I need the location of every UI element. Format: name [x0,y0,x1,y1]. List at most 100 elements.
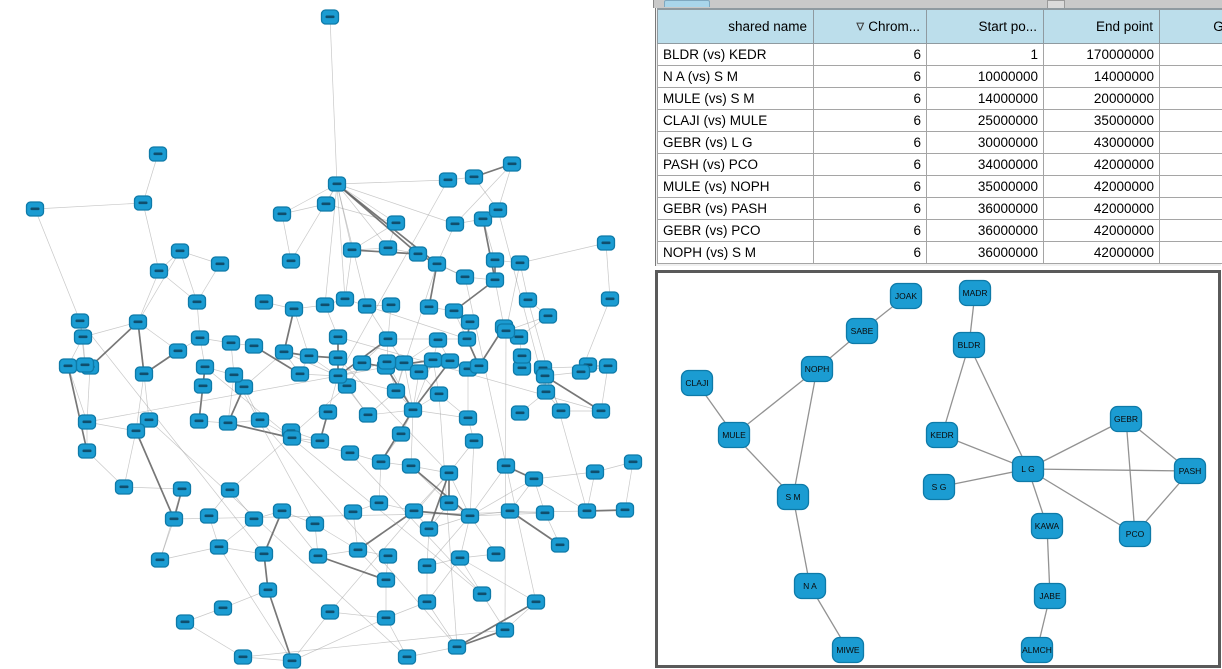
cell-value[interactable]: 1 [926,43,1044,66]
cell-value[interactable]: 42000000 [1043,241,1160,264]
cell-value[interactable]: 6.6 [1159,65,1222,88]
network-edge[interactable] [733,368,818,436]
cell-value[interactable]: 8.9 [1159,197,1222,220]
cell-value[interactable]: 34000000 [926,153,1044,176]
node-SABE[interactable] [845,317,879,345]
node-GEBR[interactable] [1109,405,1143,433]
cell-shared-name[interactable]: CLAJI (vs) MULE [657,109,814,132]
cell-value[interactable]: 42000000 [1043,197,1160,220]
table-row[interactable]: MULE (vs) NOPH6350000004200000010.5 [657,175,1222,198]
node-LG[interactable] [1011,455,1045,483]
table-row[interactable]: NOPH (vs) S M636000000420000009.9 [657,241,1222,264]
node-NA[interactable] [793,572,827,600]
cell-shared-name[interactable]: GEBR (vs) L G [657,131,814,154]
cell-value[interactable]: 6 [813,131,927,154]
cell-value[interactable]: 6 [813,241,927,264]
network-edge [67,365,88,423]
node-SM[interactable] [776,483,810,511]
node-PASH[interactable] [1173,457,1207,485]
column-header-startpo[interactable]: Start po... [926,8,1044,44]
table-row[interactable]: N A (vs) S M610000000140000006.6 [657,65,1222,88]
network-edge[interactable] [1027,418,1127,470]
cell-value[interactable]: 25000000 [926,109,1044,132]
node-label: L G [1021,464,1034,474]
cell-value[interactable]: 11.4 [1159,153,1222,176]
cell-value[interactable]: 6 [813,175,927,198]
tab-fragment[interactable] [664,0,710,7]
node-JOAK[interactable] [889,282,923,310]
table-row[interactable]: CLAJI (vs) MULE625000000350000005.9 [657,109,1222,132]
column-header-endpoint[interactable]: End point [1043,8,1160,44]
network-edge[interactable] [1027,468,1136,535]
cell-value[interactable]: 14000000 [1043,65,1160,88]
node-BLDR[interactable] [952,331,986,359]
cell-value[interactable]: 35000000 [926,175,1044,198]
table-row[interactable]: GEBR (vs) PCO636000000420000008.4 [657,219,1222,242]
cell-value[interactable]: 5.9 [1159,109,1222,132]
cell-value[interactable]: 6 [813,197,927,220]
cell-shared-name[interactable]: MULE (vs) NOPH [657,175,814,198]
cell-value[interactable]: 36000000 [926,219,1044,242]
network-edge [135,430,175,520]
table-row[interactable]: PASH (vs) PCO6340000004200000011.4 [657,153,1222,176]
cell-value[interactable]: 6 [813,87,927,110]
cell-shared-name[interactable]: N A (vs) S M [657,65,814,88]
cell-value[interactable]: 192.0 [1159,43,1222,66]
cell-value[interactable]: 6 [813,43,927,66]
table-row[interactable]: GEBR (vs) L G6300000004300000016.9 [657,131,1222,154]
table-row[interactable]: MULE (vs) S M614000000200000007.5 [657,87,1222,110]
column-header-genetic[interactable]: Genetic... [1159,8,1222,44]
network-edge[interactable] [1125,418,1136,535]
cell-shared-name[interactable]: BLDR (vs) KEDR [657,43,814,66]
node-PCO[interactable] [1118,520,1152,548]
node-NOPH[interactable] [800,355,834,383]
node-ALMCH[interactable] [1020,636,1054,664]
network-edge[interactable] [1027,468,1191,472]
node-KAWA[interactable] [1030,512,1064,540]
node-MIWE[interactable] [831,636,865,664]
cell-value[interactable]: 8.4 [1159,219,1222,242]
column-header-sharedname[interactable]: shared name [657,8,814,44]
cell-value[interactable]: 10000000 [926,65,1044,88]
detail-network-canvas[interactable]: JOAK MADR SABE BLDR NOPH CLAJI MULE KEDR GEBR L G… [658,273,1218,665]
cell-value[interactable]: 30000000 [926,131,1044,154]
cell-shared-name[interactable]: NOPH (vs) S M [657,241,814,264]
cell-value[interactable]: 7.5 [1159,87,1222,110]
cell-value[interactable]: 35000000 [1043,109,1160,132]
cell-value[interactable]: 6 [813,65,927,88]
cell-value[interactable]: 43000000 [1043,131,1160,154]
cell-value[interactable]: 14000000 [926,87,1044,110]
node-MADR[interactable] [958,279,992,307]
node-CLAJI[interactable] [680,369,714,397]
cell-value[interactable]: 6 [813,109,927,132]
node-SG[interactable] [922,473,956,501]
cell-value[interactable]: 42000000 [1043,175,1160,198]
network-edge[interactable] [968,344,1029,470]
node-JABE[interactable] [1033,582,1067,610]
cell-shared-name[interactable]: GEBR (vs) PCO [657,219,814,242]
cell-value[interactable]: 10.5 [1159,175,1222,198]
network-edge[interactable] [792,496,811,587]
cell-shared-name[interactable]: PASH (vs) PCO [657,153,814,176]
node-KEDR[interactable] [925,421,959,449]
cell-value[interactable]: 36000000 [926,197,1044,220]
cell-value[interactable]: 20000000 [1043,87,1160,110]
network-edge[interactable] [792,368,818,498]
cell-value[interactable]: 36000000 [926,241,1044,264]
cell-shared-name[interactable]: MULE (vs) S M [657,87,814,110]
cell-value[interactable]: 42000000 [1043,153,1160,176]
cell-shared-name[interactable]: GEBR (vs) PASH [657,197,814,220]
cell-value[interactable]: 42000000 [1043,219,1160,242]
table-row[interactable]: BLDR (vs) KEDR61170000000192.0 [657,43,1222,66]
node-MULE[interactable] [717,421,751,449]
cell-value[interactable]: 16.9 [1159,131,1222,154]
cell-value[interactable]: 170000000 [1043,43,1160,66]
cell-value[interactable]: 6 [813,219,927,242]
table-row[interactable]: GEBR (vs) PASH636000000420000008.9 [657,197,1222,220]
network-edge[interactable] [941,344,970,436]
cell-value[interactable]: 9.9 [1159,241,1222,264]
cell-value[interactable]: 6 [813,153,927,176]
filter-icon[interactable]: ∇ [856,20,865,34]
column-header-chrom[interactable]: ∇ Chrom... [813,8,927,44]
main-network-canvas[interactable] [0,0,653,669]
